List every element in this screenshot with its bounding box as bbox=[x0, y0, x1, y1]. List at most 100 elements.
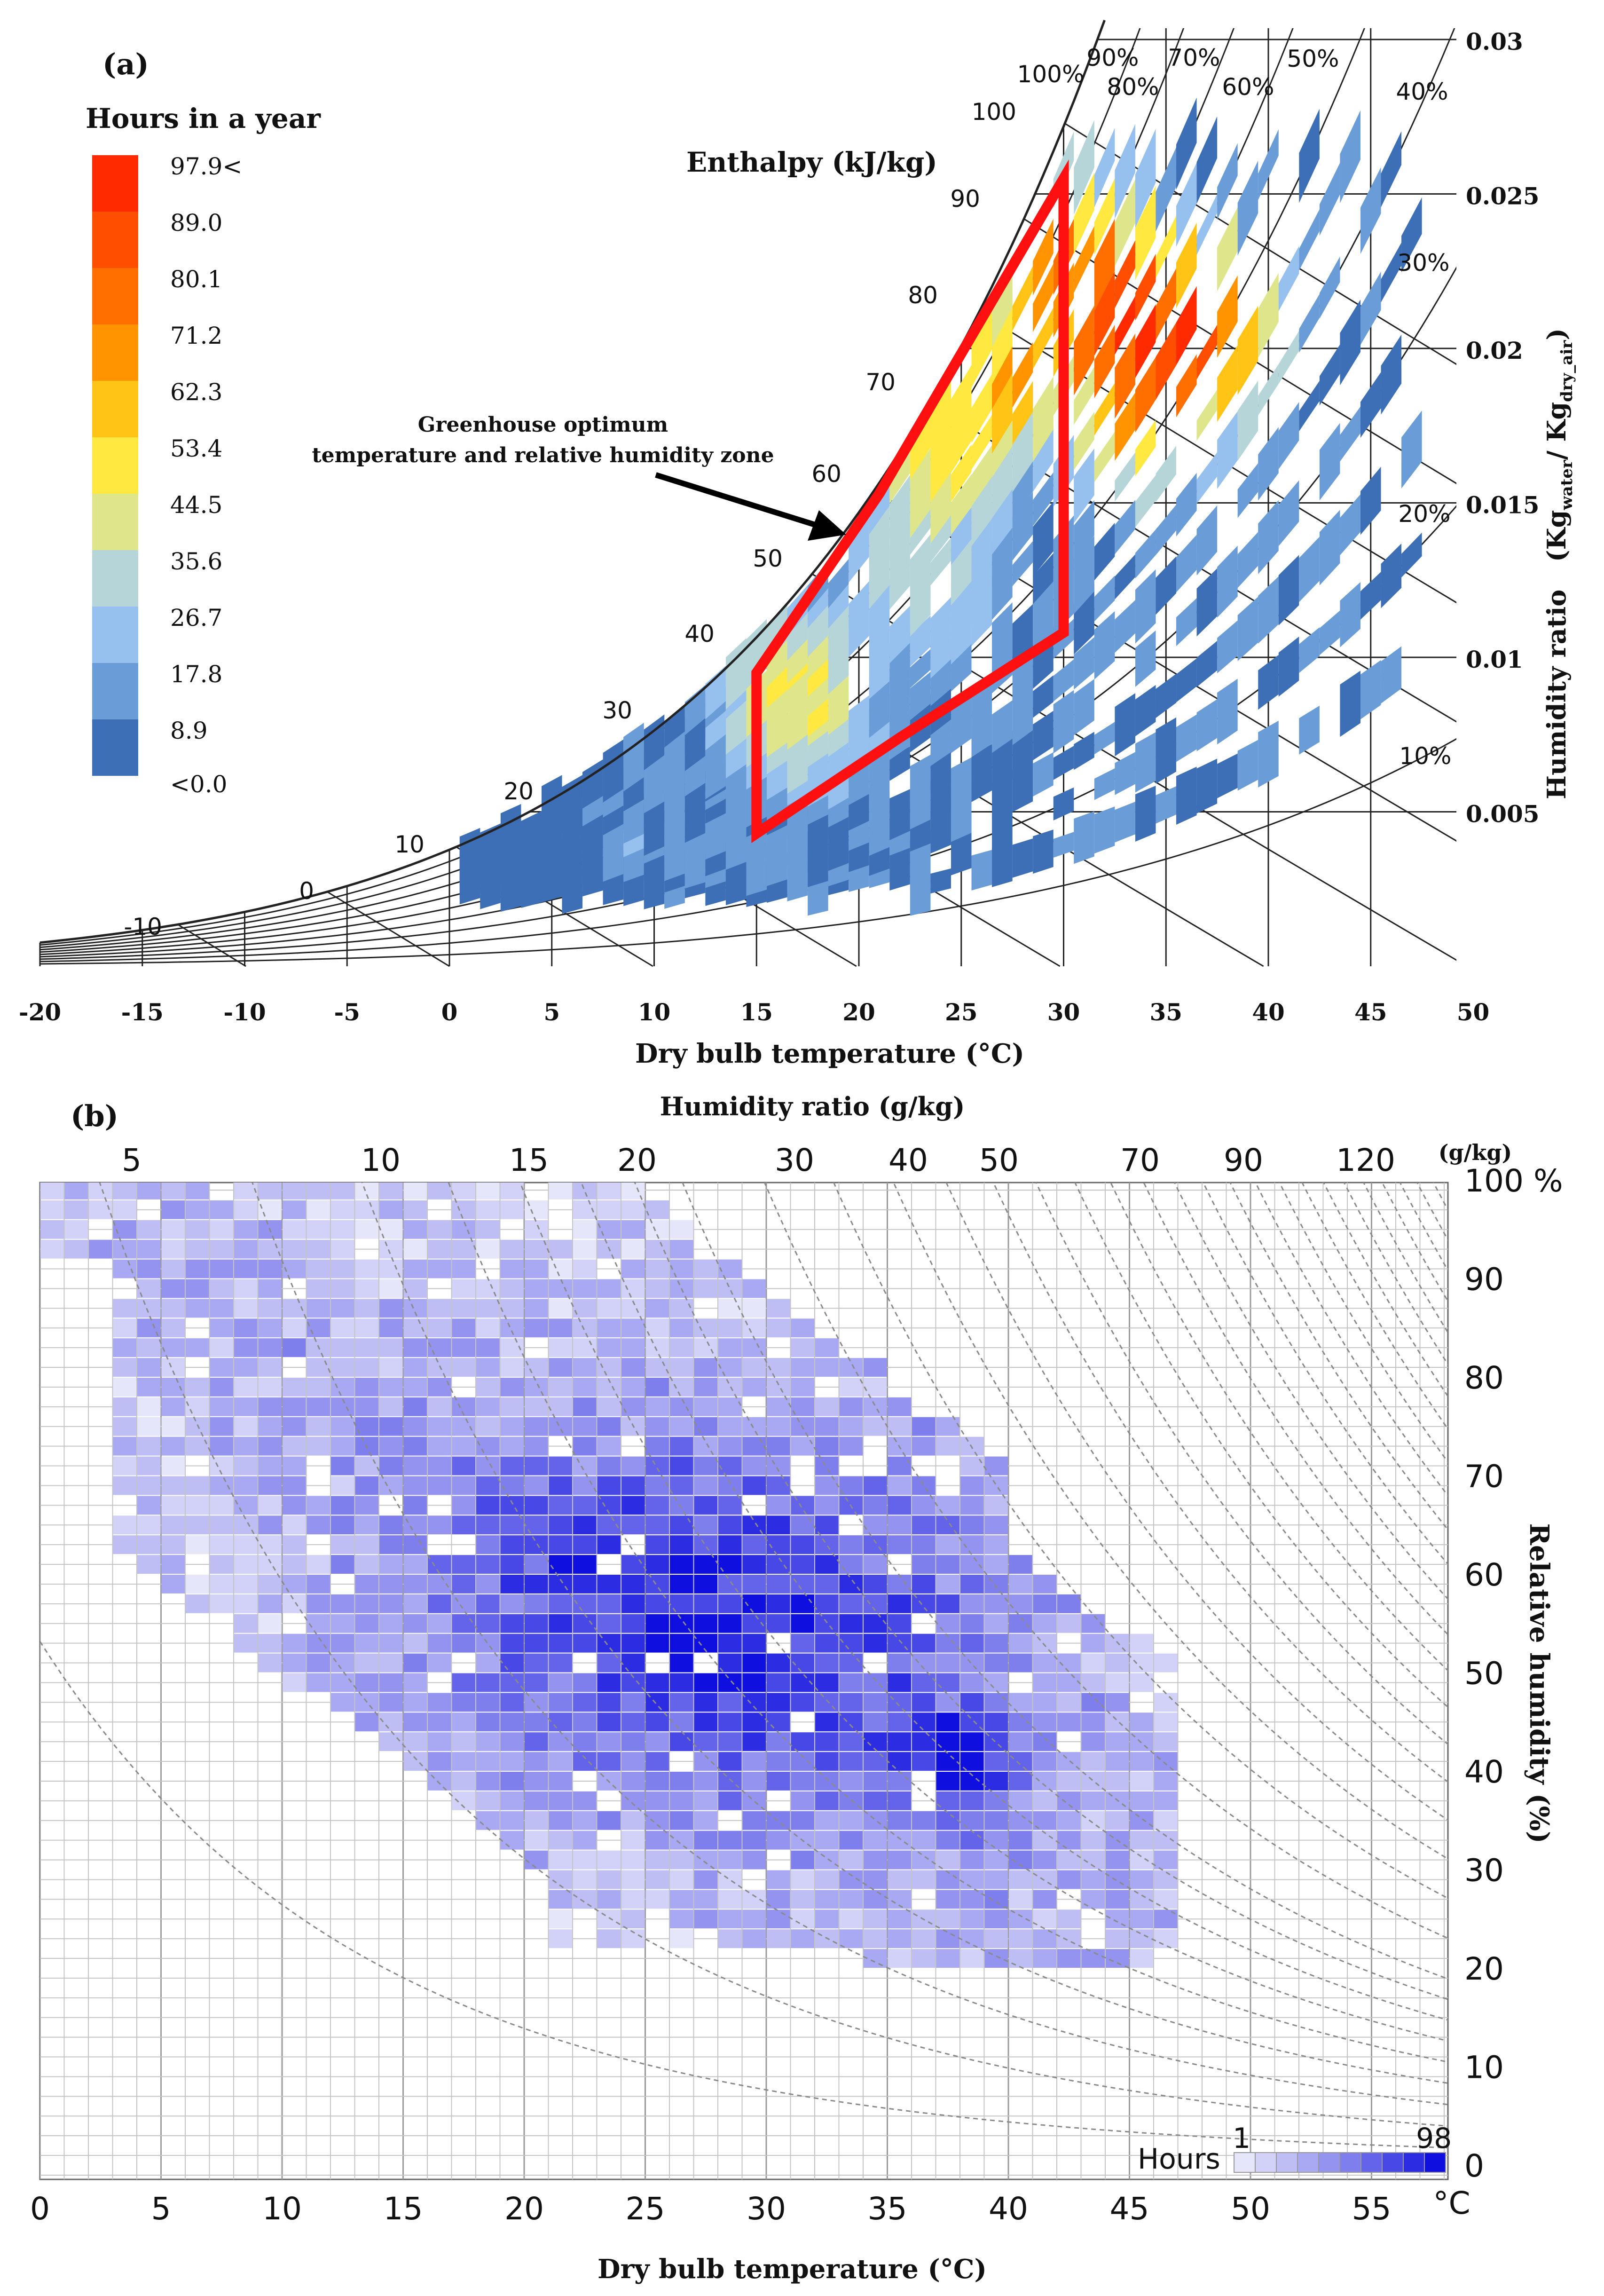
b-heat-cell bbox=[549, 1594, 572, 1613]
b-heat-cell bbox=[452, 1161, 476, 1180]
b-heat-cell bbox=[64, 1239, 88, 1259]
b-heat-cell bbox=[500, 1575, 524, 1594]
b-heat-cell bbox=[670, 1811, 693, 1830]
b-heat-cell bbox=[234, 1259, 258, 1278]
b-x-tick: 30 bbox=[747, 2191, 786, 2227]
b-heat-cell bbox=[645, 1397, 669, 1416]
svg-text:Humidity ratio (Kgwate: Humidity ratio (Kgwater/ Kgdry_air) bbox=[1541, 328, 1576, 799]
b-heat-cell bbox=[767, 1693, 790, 1712]
b-heat-cell bbox=[137, 1183, 161, 1199]
b-heat-cell bbox=[1009, 1949, 1032, 1968]
b-heat-cell bbox=[331, 1220, 354, 1239]
b-x-tick: 40 bbox=[989, 2191, 1028, 2227]
heat-cell bbox=[1135, 529, 1156, 579]
b-heat-cell bbox=[1154, 1850, 1178, 1870]
b-heat-cell bbox=[645, 1772, 669, 1791]
heat-cell bbox=[910, 671, 931, 720]
b-heat-cell bbox=[258, 1183, 282, 1199]
b-heat-cell bbox=[452, 1200, 475, 1219]
rh-labels: 100%90%80%70%60%50%40%30%20%10% bbox=[1017, 44, 1452, 770]
b-heat-cell bbox=[1106, 1870, 1129, 1889]
a-x-tick: 15 bbox=[740, 998, 773, 1026]
b-heat-cell bbox=[670, 1653, 693, 1673]
b-heat-cell bbox=[210, 1575, 233, 1594]
b-heat-cell bbox=[500, 1673, 524, 1692]
legend-swatch bbox=[92, 663, 138, 719]
heat-cell bbox=[1033, 675, 1054, 718]
b-heat-cell bbox=[500, 1318, 524, 1338]
b-heat-cell bbox=[984, 1614, 1008, 1633]
b-heat-cell bbox=[210, 1378, 233, 1397]
b-heat-cell bbox=[258, 1614, 282, 1633]
b-heat-cell bbox=[573, 1633, 597, 1653]
b-heat-cell bbox=[984, 1909, 1008, 1929]
b-heat-cell bbox=[573, 1239, 597, 1259]
b-heat-cell bbox=[1106, 1949, 1129, 1968]
enthalpy-label: 30 bbox=[602, 697, 632, 724]
w-tick: 0.02 bbox=[1466, 337, 1523, 364]
b-heat-cell bbox=[403, 1358, 427, 1377]
b-heat-cell bbox=[403, 1515, 427, 1535]
b-heat-cell bbox=[525, 1279, 548, 1298]
b-heat-cell bbox=[984, 1772, 1008, 1791]
b-heat-cell bbox=[912, 1633, 936, 1653]
b-heat-cell bbox=[621, 1555, 645, 1574]
heat-cell bbox=[1278, 555, 1299, 626]
a-x-tick: -10 bbox=[223, 998, 266, 1026]
heat-cell bbox=[1115, 801, 1135, 843]
heat-cell bbox=[828, 559, 849, 608]
heat-cell bbox=[930, 537, 951, 586]
b-heat-cell bbox=[621, 1890, 645, 1909]
heat-cell bbox=[1217, 345, 1238, 422]
b-heat-cell bbox=[742, 1929, 766, 1949]
b-heat-cell bbox=[549, 1515, 572, 1535]
b-heat-cell bbox=[1057, 1614, 1081, 1633]
b-heat-cell bbox=[767, 1496, 790, 1515]
b-heat-cell bbox=[767, 1653, 790, 1673]
b-heat-cell bbox=[597, 1890, 621, 1909]
b-heat-cell bbox=[307, 1279, 330, 1298]
heat-cell bbox=[1319, 256, 1340, 319]
enthalpy-label: 10 bbox=[394, 831, 425, 858]
rh-label: 70% bbox=[1168, 44, 1220, 71]
b-heat-cell bbox=[621, 1378, 645, 1397]
b-heat-cell bbox=[525, 1830, 548, 1850]
b-heat-cell bbox=[645, 1830, 669, 1850]
b-heat-cell bbox=[791, 1318, 814, 1338]
b-heat-cell bbox=[645, 1378, 669, 1397]
b-heat-cell bbox=[307, 1594, 330, 1613]
b-heat-cell bbox=[379, 1279, 403, 1298]
b-heat-cell bbox=[525, 1712, 548, 1732]
b-heat-cell bbox=[258, 1633, 282, 1653]
b-heat-cell bbox=[791, 1732, 814, 1752]
heat-cell bbox=[971, 374, 992, 443]
b-heat-cell bbox=[452, 1575, 475, 1594]
b-heat-cell bbox=[525, 1417, 548, 1436]
b-heat-cell bbox=[113, 1515, 136, 1535]
b-heat-cell bbox=[549, 1575, 572, 1594]
b-heat-cell bbox=[912, 1476, 936, 1495]
b-heat-cell bbox=[864, 1535, 887, 1554]
heat-cell bbox=[1115, 179, 1135, 267]
b-heat-cell bbox=[452, 1279, 475, 1298]
rh-label: 80% bbox=[1107, 73, 1159, 101]
b-heat-cell bbox=[525, 1496, 548, 1515]
heat-cell bbox=[910, 412, 931, 480]
b-heat-cell bbox=[670, 1575, 693, 1594]
b-heat-cell bbox=[960, 1949, 984, 1968]
b-heat-cell bbox=[791, 1633, 814, 1653]
b-heat-cell bbox=[864, 1358, 887, 1377]
b-heat-cell bbox=[1033, 1909, 1056, 1929]
b-heat-cell bbox=[573, 1555, 597, 1574]
b-heat-cell bbox=[186, 1436, 209, 1456]
heat-cell bbox=[869, 659, 890, 699]
humidity-ratio-isoline bbox=[252, 1183, 1448, 2106]
b-heat-cell bbox=[767, 1456, 790, 1475]
b-heat-cell bbox=[864, 1476, 887, 1495]
b-heat-cell bbox=[597, 1220, 621, 1239]
heat-cell bbox=[1360, 572, 1381, 620]
b-heat-cell bbox=[403, 1732, 427, 1752]
b-heat-cell bbox=[1009, 1791, 1032, 1810]
b-heat-cell bbox=[500, 1791, 524, 1810]
b-heat-cell bbox=[113, 1417, 136, 1436]
